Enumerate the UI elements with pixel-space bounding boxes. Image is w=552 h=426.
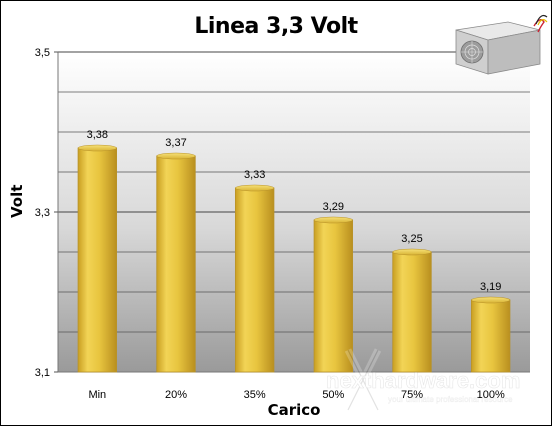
bar-top xyxy=(156,152,196,160)
x-axis-label: Carico xyxy=(267,401,321,419)
watermark-brand: nexthardware.com xyxy=(326,368,520,393)
axis-ticks: 3,1 3,3 3,5 Min 20% 35% 50% 75% 100% xyxy=(35,47,505,401)
bars xyxy=(77,144,511,373)
hwupgrade-watermark: nexthardware.com your ultimate professio… xyxy=(326,348,521,412)
data-label: 3,19 xyxy=(480,281,501,293)
x-tick-label: 50% xyxy=(322,389,344,401)
data-label: 3,29 xyxy=(323,201,344,213)
data-label: 3,25 xyxy=(401,233,422,245)
bar xyxy=(77,147,118,373)
y-axis-label: Volt xyxy=(8,184,26,218)
bar-top xyxy=(77,144,117,152)
bar xyxy=(234,187,275,373)
data-labels: 3,38 3,37 3,33 3,29 3,25 3,19 xyxy=(87,129,502,293)
data-label: 3,38 xyxy=(87,129,108,141)
data-label: 3,37 xyxy=(165,137,186,149)
bar xyxy=(313,219,354,373)
bar xyxy=(470,299,511,373)
watermark-tagline: your ultimate professional resource xyxy=(388,395,513,404)
y-tick-label: 3,3 xyxy=(35,207,50,219)
y-tick-label: 3,5 xyxy=(35,47,50,59)
bar xyxy=(156,155,196,373)
x-tick-label: 75% xyxy=(401,389,423,401)
grid-lines xyxy=(57,51,530,373)
bar-top xyxy=(471,296,511,304)
x-tick-label: 100% xyxy=(477,389,505,401)
x-tick-label: 20% xyxy=(165,389,187,401)
bar-top xyxy=(235,184,275,192)
bar xyxy=(392,251,432,373)
bar-top xyxy=(392,248,432,256)
bar-top xyxy=(313,216,353,224)
y-tick-label: 3,1 xyxy=(35,367,50,379)
data-label: 3,33 xyxy=(244,169,265,181)
power-supply-image xyxy=(455,14,548,75)
x-tick-label: Min xyxy=(88,389,106,401)
x-tick-label: 35% xyxy=(244,389,266,401)
chart-title: Linea 3,3 Volt xyxy=(194,14,358,39)
